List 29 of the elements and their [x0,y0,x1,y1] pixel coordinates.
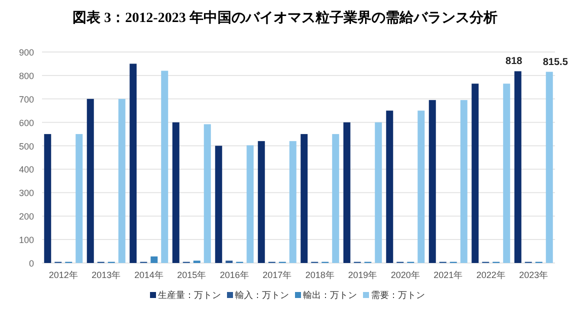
x-tick-label: 2021年 [434,270,463,280]
y-tick-label: 300 [18,188,34,198]
y-tick-label: 600 [18,118,34,128]
x-tick-label: 2013年 [92,270,121,280]
x-tick-label: 2020年 [390,270,420,280]
y-tick-label: 0 [28,258,34,268]
x-tick-label: 2015年 [177,270,206,280]
y-tick-label: 800 [18,70,34,81]
legend-label: 輸出：万トン [303,290,357,300]
legend-label: 生産量：万トン [158,290,221,300]
x-tick-label: 2018年 [305,270,334,280]
data-label: 815.5 [542,56,568,68]
y-tick-label: 900 [18,48,34,58]
y-tick-label: 700 [18,94,34,104]
y-tick-label: 200 [18,212,34,222]
chart-title: 図表 3：2012-2023 年中国のバイオマス粒子業界の需給バランス分析 [72,10,498,26]
x-tick-label: 2023年 [519,270,548,280]
x-tick-label: 2012年 [48,270,78,280]
x-tick-label: 2016年 [220,270,249,280]
y-tick-label: 400 [18,164,34,175]
legend-label: 輸入：万トン [235,290,289,300]
y-tick-label: 500 [18,141,34,152]
legend-label: 需要：万トン [371,290,425,300]
y-tick-label: 100 [18,235,34,246]
x-tick-label: 2014年 [134,270,164,280]
data-label: 818 [506,56,523,68]
x-tick-label: 2022年 [476,270,506,280]
x-tick-label: 2019年 [348,270,378,280]
x-tick-label: 2017年 [262,270,292,280]
